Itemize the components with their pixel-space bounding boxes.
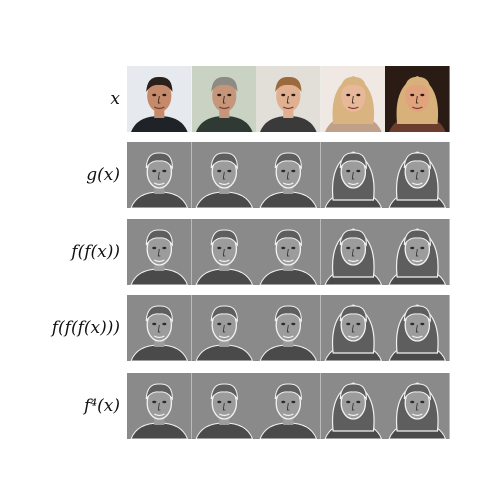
face-tile-woman-blonde-hair (320, 373, 386, 439)
face-image (191, 66, 257, 132)
face-tile-older-man-gray-hair (191, 219, 257, 285)
face-tile-older-woman-blonde-curls (385, 219, 450, 285)
face-image (191, 142, 257, 208)
face-image (320, 66, 386, 132)
face-image (385, 142, 450, 208)
face-tile-older-man-gray-hair (191, 142, 257, 208)
face-image (385, 66, 450, 132)
face-tile-young-man-blond-hair (256, 219, 321, 285)
face-image (385, 373, 450, 439)
face-tile-man-dark-hair-suit (127, 219, 192, 285)
face-image (127, 295, 192, 361)
face-image (385, 219, 450, 285)
face-tile-older-woman-blonde-curls (385, 66, 450, 132)
face-image (127, 142, 192, 208)
face-tile-older-woman-blonde-curls (385, 142, 450, 208)
face-tile-older-man-gray-hair (191, 373, 257, 439)
strip-g (127, 142, 450, 208)
row-label-fffx: f(f(f(x))) (51, 318, 120, 338)
strip-fffx (127, 295, 450, 361)
face-tile-woman-blonde-hair (320, 66, 386, 132)
face-tile-man-dark-hair-suit (127, 295, 192, 361)
face-tile-older-woman-blonde-curls (385, 295, 450, 361)
face-tile-older-woman-blonde-curls (385, 373, 450, 439)
face-image (127, 66, 192, 132)
face-tile-young-man-blond-hair (256, 373, 321, 439)
face-image (191, 373, 257, 439)
face-tile-young-man-blond-hair (256, 295, 321, 361)
face-image (191, 295, 257, 361)
strip-ffx (127, 219, 450, 285)
face-image (127, 373, 192, 439)
face-image (256, 219, 321, 285)
face-tile-man-dark-hair-suit (127, 66, 192, 132)
face-tile-young-man-blond-hair (256, 142, 321, 208)
strip-f4x (127, 373, 450, 439)
row-label-ffx: f(f(x)) (71, 242, 120, 262)
row-label-x: x (110, 89, 120, 109)
face-tile-woman-blonde-hair (320, 142, 386, 208)
row-label-g: g(x) (86, 165, 120, 185)
face-image (256, 373, 321, 439)
face-tile-woman-blonde-hair (320, 295, 386, 361)
face-image (320, 142, 386, 208)
face-image (256, 142, 321, 208)
face-image (191, 219, 257, 285)
face-tile-man-dark-hair-suit (127, 142, 192, 208)
face-tile-man-dark-hair-suit (127, 373, 192, 439)
face-image (320, 295, 386, 361)
face-image (256, 295, 321, 361)
face-tile-woman-blonde-hair (320, 219, 386, 285)
face-tile-older-man-gray-hair (191, 66, 257, 132)
face-image (385, 295, 450, 361)
row-label-f4x: f⁴(x) (84, 396, 120, 416)
face-tile-older-man-gray-hair (191, 295, 257, 361)
face-image (256, 66, 321, 132)
strip-x (127, 66, 450, 132)
face-image (127, 219, 192, 285)
face-tile-young-man-blond-hair (256, 66, 321, 132)
face-image (320, 373, 386, 439)
face-image (320, 219, 386, 285)
